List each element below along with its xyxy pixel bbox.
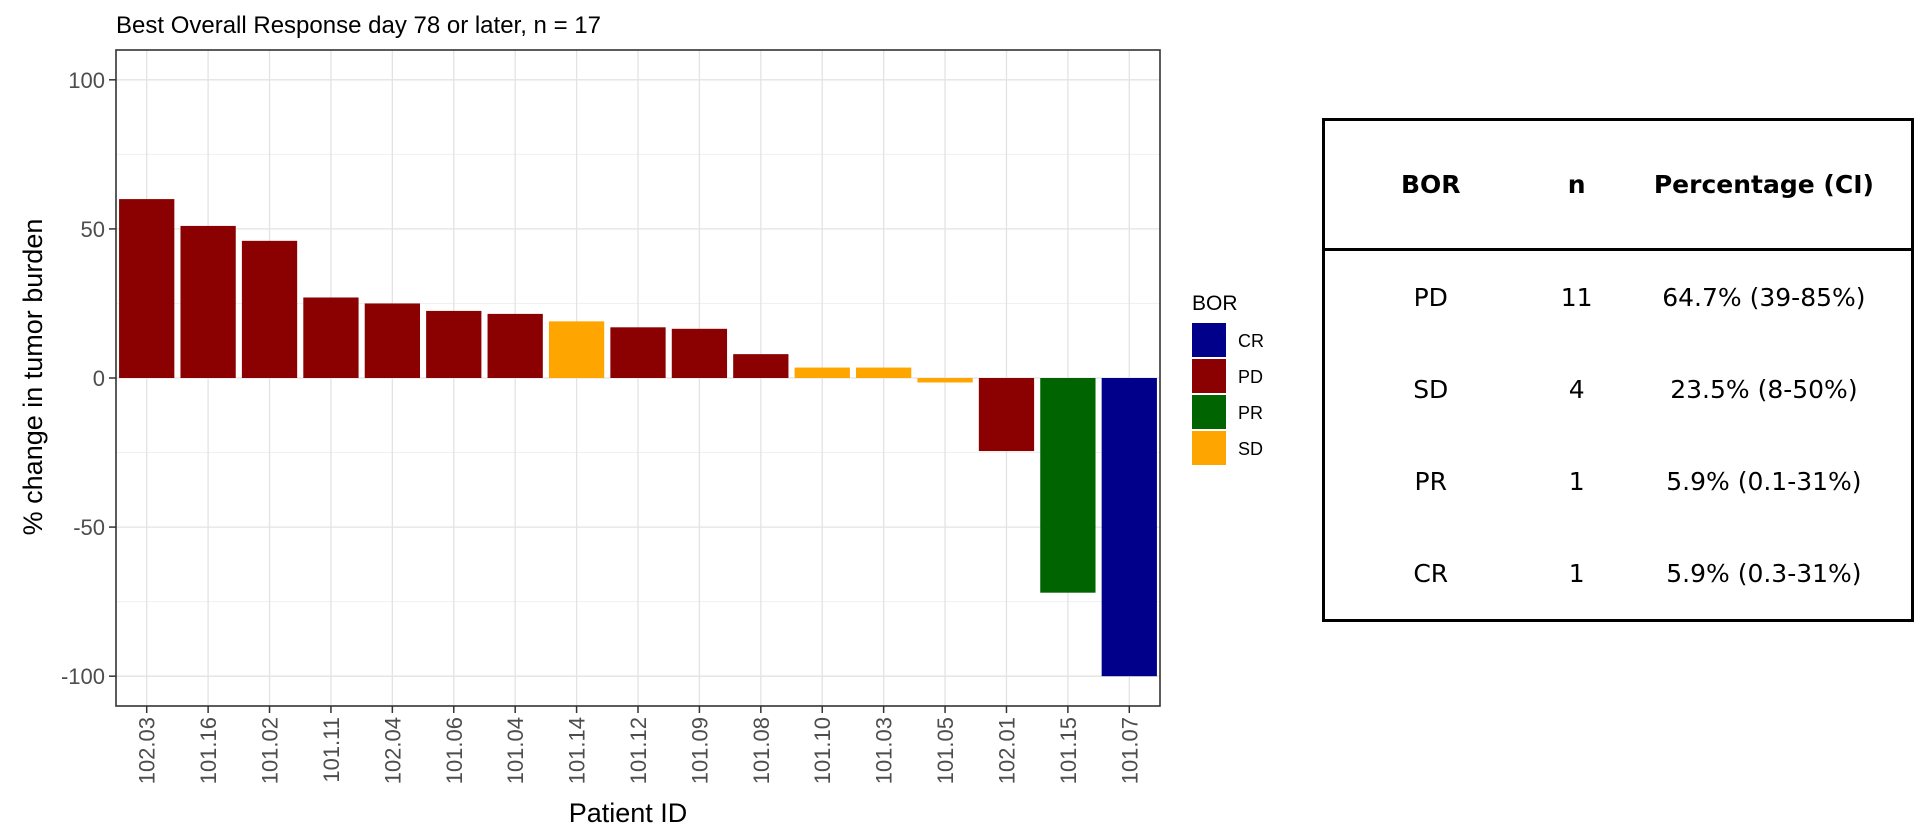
bor-summary-table: BOR n Percentage (CI) PD 11 64.7% (39-85… bbox=[1322, 118, 1914, 622]
bar-101.06 bbox=[426, 310, 482, 378]
x-tick-label: 101.12 bbox=[626, 717, 651, 784]
table-cell: CR bbox=[1413, 558, 1449, 588]
x-tick-label: 101.11 bbox=[319, 717, 344, 783]
table-cell: 1 bbox=[1568, 558, 1585, 588]
x-tick-label: 101.02 bbox=[258, 717, 283, 784]
x-tick-label: 101.16 bbox=[196, 717, 221, 784]
bar-101.02 bbox=[241, 240, 298, 378]
legend-label-SD: SD bbox=[1238, 439, 1263, 459]
legend-label-PR: PR bbox=[1238, 403, 1263, 423]
bar-102.04 bbox=[364, 303, 420, 378]
x-tick-label: 102.04 bbox=[380, 717, 405, 784]
y-axis: -100 -50 0 50 100 bbox=[61, 68, 116, 689]
legend-key-PD bbox=[1192, 359, 1226, 393]
x-tick-label: 101.08 bbox=[749, 717, 774, 784]
column-header-n: n bbox=[1536, 119, 1617, 251]
legend-key-PR bbox=[1192, 395, 1226, 429]
table-row: PD 11 64.7% (39-85%) bbox=[1324, 250, 1913, 344]
legend-label-CR: CR bbox=[1238, 331, 1264, 351]
x-tick-label: 101.03 bbox=[872, 717, 897, 784]
column-header-percentage: Percentage (CI) bbox=[1616, 119, 1913, 251]
x-tick-label: 102.01 bbox=[994, 717, 1019, 784]
x-tick-label: 101.05 bbox=[933, 717, 958, 784]
x-tick-label: 101.10 bbox=[810, 717, 835, 784]
bar-102.01 bbox=[978, 378, 1035, 452]
table-cell: 5.9% (0.1-31%) bbox=[1666, 466, 1862, 496]
table-cell: 23.5% (8-50%) bbox=[1670, 374, 1858, 404]
legend-label-PD: PD bbox=[1238, 367, 1263, 387]
chart-title: Best Overall Response day 78 or later, n… bbox=[116, 12, 601, 39]
y-tick-label: -100 bbox=[61, 664, 105, 689]
x-tick-label: 101.07 bbox=[1117, 717, 1142, 784]
bar-101.10 bbox=[794, 367, 850, 378]
bar-101.16 bbox=[180, 225, 236, 378]
y-axis-title: % change in tumor burden bbox=[18, 219, 48, 536]
x-tick-label: 101.06 bbox=[442, 717, 467, 784]
table-cell: 64.7% (39-85%) bbox=[1662, 282, 1866, 312]
x-tick-label: 101.14 bbox=[565, 717, 590, 784]
table-cell: PR bbox=[1414, 466, 1447, 496]
table-cell: PD bbox=[1413, 282, 1448, 312]
bar-101.05 bbox=[917, 378, 973, 383]
bar-102.03 bbox=[119, 199, 175, 378]
bar-101.11 bbox=[303, 297, 359, 378]
table-cell: 11 bbox=[1560, 282, 1593, 312]
y-tick-label: 50 bbox=[81, 217, 105, 242]
bar-101.07 bbox=[1101, 378, 1157, 677]
x-tick-label: 102.03 bbox=[135, 717, 160, 784]
table-row: SD 4 23.5% (8-50%) bbox=[1324, 343, 1913, 435]
y-tick-label: -50 bbox=[73, 515, 105, 540]
bar-101.15 bbox=[1040, 378, 1096, 593]
legend-title: BOR bbox=[1192, 292, 1238, 315]
table-row: CR 1 5.9% (0.3-31%) bbox=[1324, 527, 1913, 621]
table-cell: 4 bbox=[1568, 374, 1585, 404]
column-header-bor: BOR bbox=[1323, 119, 1537, 251]
table-header-row: BOR n Percentage (CI) bbox=[1323, 119, 1913, 251]
x-tick-label: 101.04 bbox=[503, 717, 528, 784]
table-cell: 1 bbox=[1568, 466, 1585, 496]
legend-key-CR bbox=[1192, 323, 1226, 357]
bar-101.14 bbox=[548, 321, 605, 378]
legend-key-SD bbox=[1192, 431, 1226, 465]
table-row: PR 1 5.9% (0.1-31%) bbox=[1324, 435, 1913, 527]
bar-101.04 bbox=[487, 313, 543, 378]
bar-101.03 bbox=[856, 367, 912, 378]
y-tick-label: 0 bbox=[93, 366, 105, 391]
bar-101.09 bbox=[671, 328, 728, 378]
table-cell: 5.9% (0.3-31%) bbox=[1666, 558, 1862, 588]
bar-101.12 bbox=[610, 327, 666, 378]
table-cell: SD bbox=[1413, 374, 1449, 404]
bars bbox=[119, 199, 1157, 677]
x-tick-label: 101.15 bbox=[1056, 717, 1081, 784]
x-axis-title: Patient ID bbox=[569, 798, 688, 828]
bar-101.08 bbox=[733, 354, 789, 378]
legend: BOR CR PD PR SD bbox=[1192, 292, 1264, 465]
x-axis: 102.03 101.16 101.02 101.11 102.04 101.06 101.… bbox=[135, 706, 1142, 784]
x-tick-label: 101.09 bbox=[687, 717, 712, 784]
y-tick-label: 100 bbox=[68, 68, 105, 93]
